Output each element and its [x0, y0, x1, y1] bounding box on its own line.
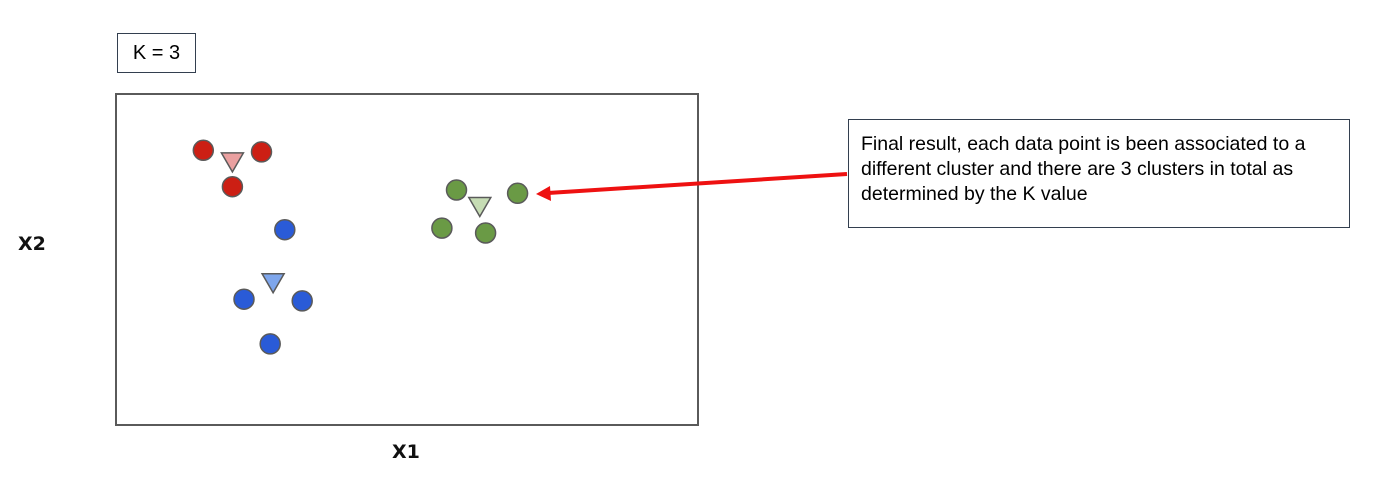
blue-data-point: [259, 333, 281, 355]
red-centroid: [220, 152, 245, 174]
annotation-text: Final result, each data point is been as…: [861, 133, 1306, 205]
k-value-box: K = 3: [117, 33, 196, 73]
blue-centroid: [260, 272, 286, 295]
k-value-label: K = 3: [132, 41, 181, 64]
green-data-point: [474, 222, 497, 244]
annotation-box: Final result, each data point is been as…: [848, 119, 1350, 228]
green-data-point: [445, 179, 468, 201]
red-data-point: [250, 141, 273, 163]
blue-data-point: [233, 288, 255, 310]
blue-data-point: [274, 218, 296, 241]
green-centroid: [467, 196, 493, 218]
green-data-point: [431, 217, 453, 239]
annotation-arrow-line: [547, 172, 848, 195]
blue-data-point: [291, 290, 313, 312]
green-data-point: [506, 182, 529, 205]
red-data-point: [192, 139, 215, 162]
red-data-point: [221, 175, 244, 198]
annotation-arrow-head: [536, 186, 551, 201]
x-axis-label: X1: [392, 441, 420, 463]
y-axis-label: X2: [18, 233, 46, 255]
